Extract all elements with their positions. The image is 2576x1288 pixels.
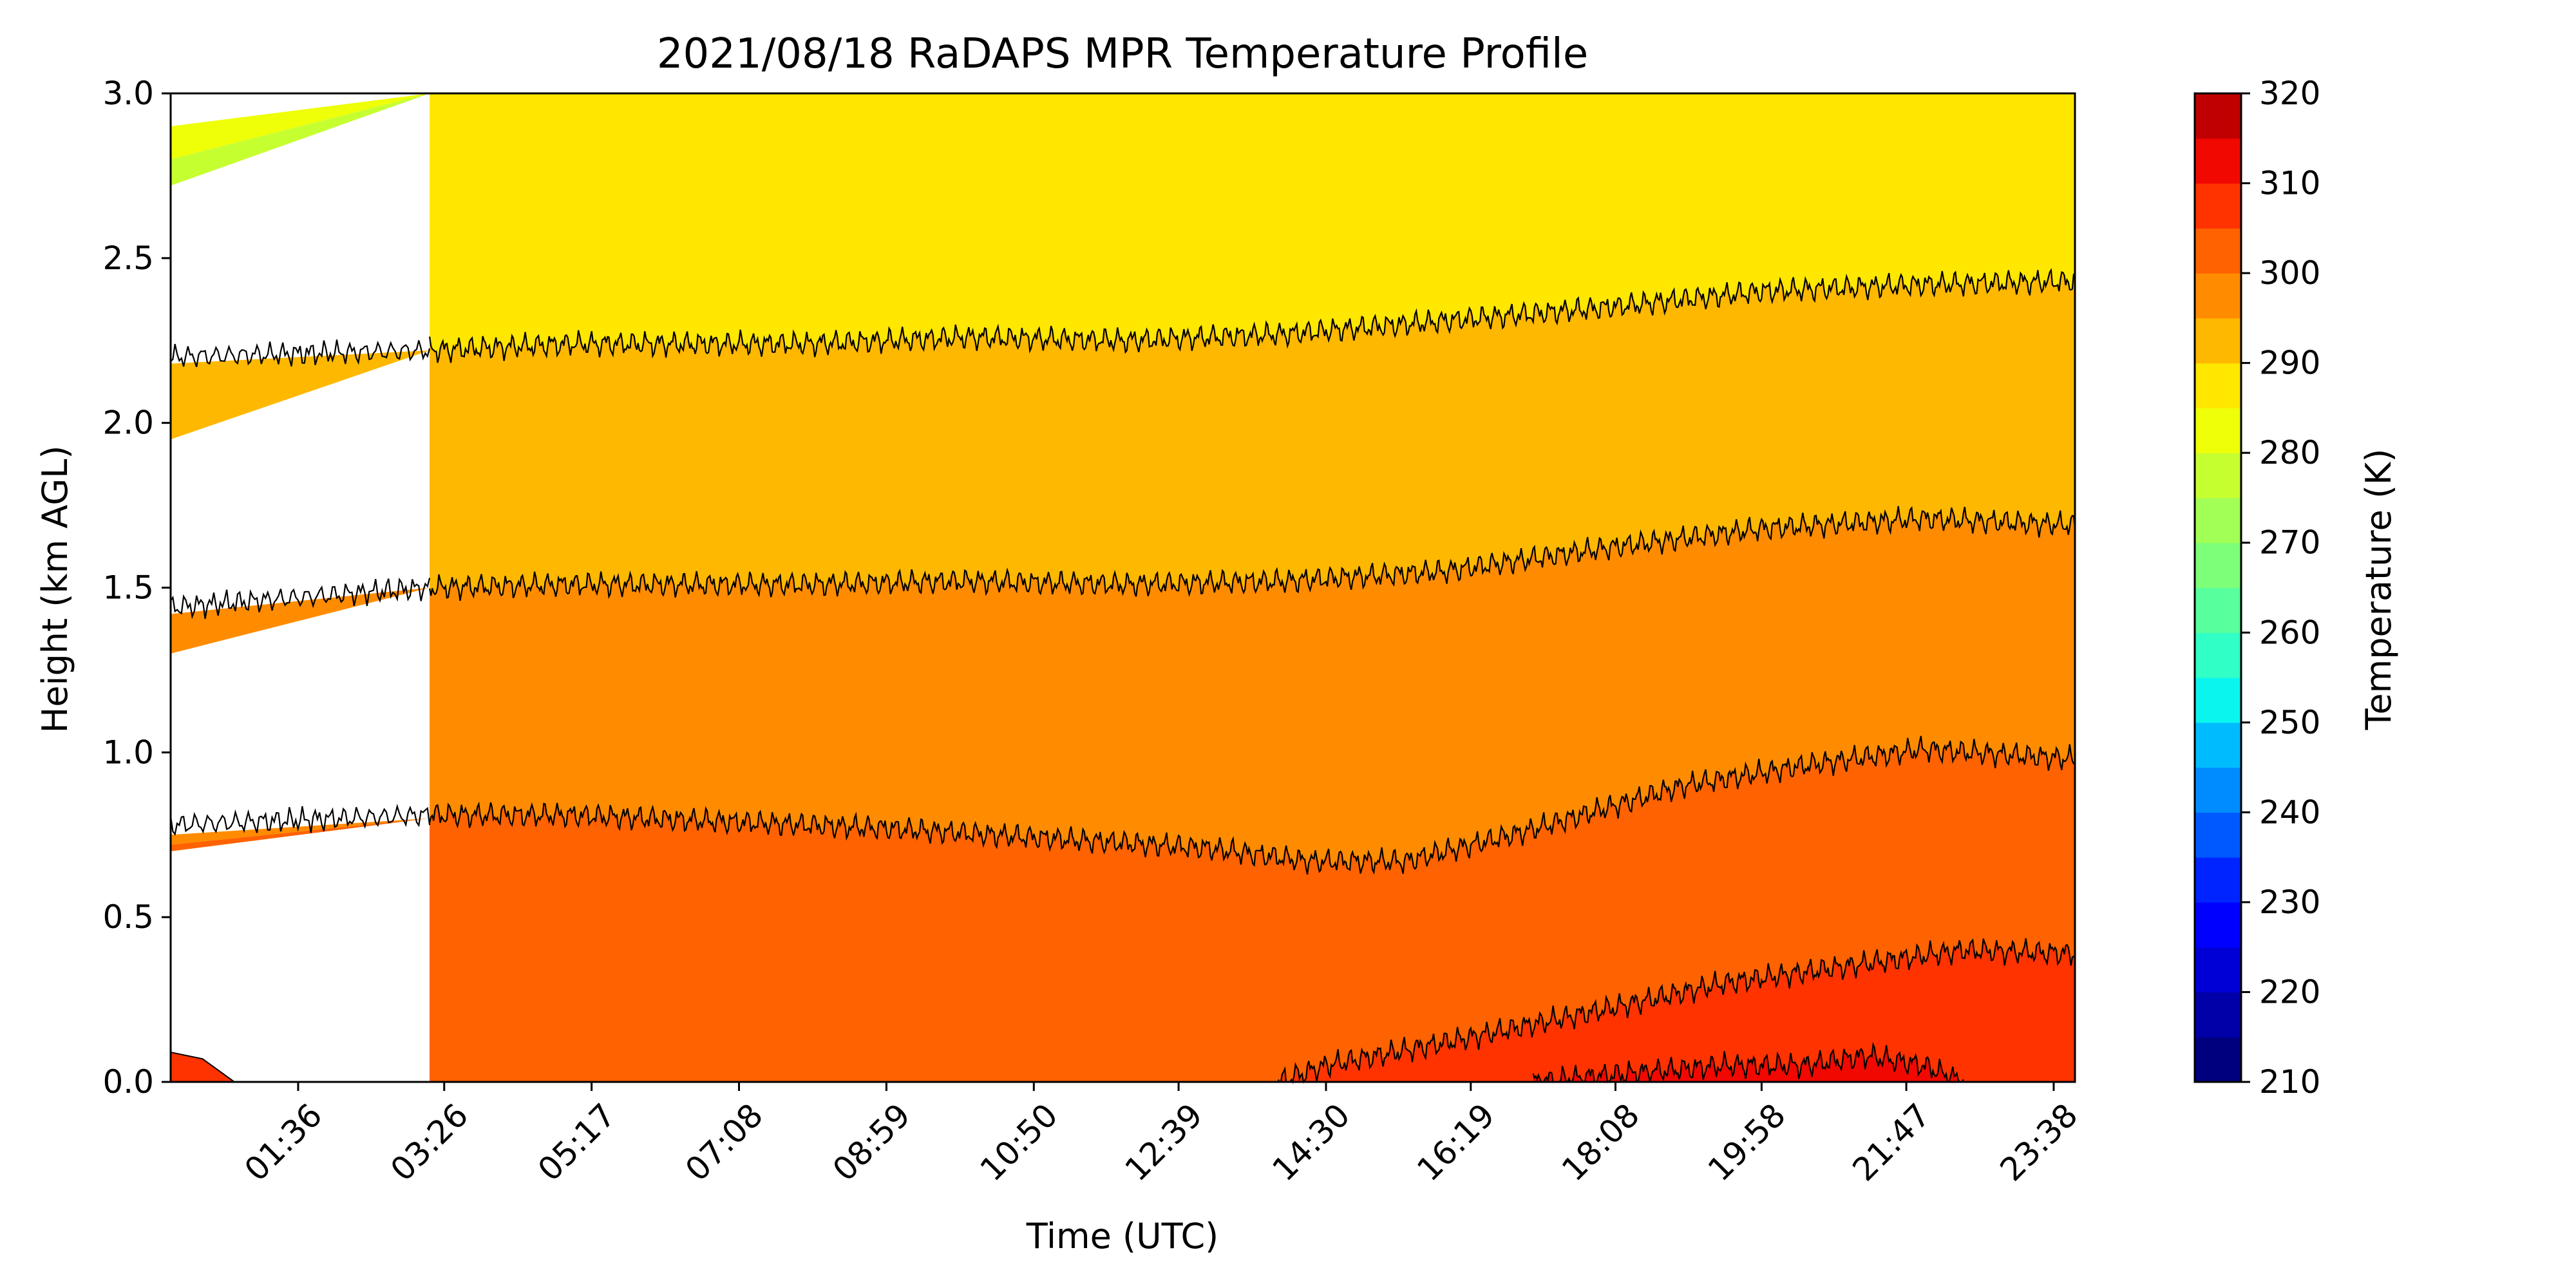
colorbar: 210 220 230 240 250 260 270 280 290 300 310 320 xyxy=(2193,75,2320,1101)
colorbar-swatch xyxy=(2195,767,2241,813)
colorbar-swatch xyxy=(2195,497,2241,544)
colorbar-swatch xyxy=(2195,1037,2241,1083)
gap-wedge-2 xyxy=(171,350,430,440)
colorbar-swatch xyxy=(2195,812,2241,858)
y-tick-label: 3.0 xyxy=(102,75,154,112)
y-tick-label: 2.0 xyxy=(102,404,154,442)
colorbar-swatch xyxy=(2195,857,2241,903)
colorbar-tick-label: 230 xyxy=(2259,884,2320,921)
colorbar-tick-label: 260 xyxy=(2259,614,2320,651)
pre-gap-isotherm-295K xyxy=(169,803,431,836)
colorbar-swatch xyxy=(2195,93,2241,139)
isotherm-line-295K xyxy=(429,735,2076,875)
colorbar-swatch xyxy=(2195,408,2241,453)
x-tick-label: 05:17 xyxy=(531,1096,623,1188)
y-axis-ticks: 0.0 0.5 1.0 1.5 2.0 2.5 3.0 xyxy=(102,75,171,1101)
colorbar-swatch xyxy=(2195,587,2241,633)
gap-wedge-1 xyxy=(171,93,430,186)
y-axis-label: Height (km AGL) xyxy=(35,446,75,734)
x-tick-label: 18:08 xyxy=(1555,1096,1647,1188)
x-tick-label: 12:39 xyxy=(1118,1096,1210,1188)
x-tick-label: 01:36 xyxy=(238,1096,330,1188)
colorbar-swatch xyxy=(2195,363,2241,409)
chart-title: 2021/08/18 RaDAPS MPR Temperature Profil… xyxy=(657,30,1588,78)
colorbar-swatch xyxy=(2195,138,2241,184)
x-tick-label: 19:58 xyxy=(1701,1096,1793,1188)
surface-warm-patch xyxy=(170,1051,237,1083)
colorbar-swatch xyxy=(2195,183,2241,229)
colorbar-tick-label: 270 xyxy=(2259,524,2320,562)
x-tick-label: 14:30 xyxy=(1265,1096,1358,1188)
y-tick-label: 0.0 xyxy=(102,1063,154,1101)
colorbar-swatch xyxy=(2195,992,2241,1037)
colorbar-swatch xyxy=(2195,677,2241,723)
colorbar-swatch xyxy=(2195,453,2241,498)
isotherm-line-285K xyxy=(429,268,2076,363)
colorbar-tick-label: 280 xyxy=(2259,434,2320,471)
x-axis-ticks: 01:36 03:26 05:17 07:08 08:59 10:50 12:39 14:30… xyxy=(238,1082,2085,1188)
colorbar-tick-label: 240 xyxy=(2259,793,2320,831)
colorbar-swatch xyxy=(2195,722,2241,768)
x-tick-label: 08:59 xyxy=(826,1096,918,1188)
gap-wedge-3 xyxy=(171,587,430,654)
plot-area xyxy=(169,92,2076,1084)
x-tick-label: 21:47 xyxy=(1846,1096,1938,1188)
colorbar-tick-label: 250 xyxy=(2259,704,2320,741)
y-tick-label: 1.0 xyxy=(102,734,154,771)
colorbar-swatch xyxy=(2195,632,2241,678)
colorbar-swatch xyxy=(2195,542,2241,589)
isotherm-line-300K xyxy=(1277,938,2076,1084)
x-tick-label: 03:26 xyxy=(383,1096,475,1188)
colorbar-swatch xyxy=(2195,947,2241,993)
y-tick-label: 0.5 xyxy=(102,898,154,936)
colorbar-swatch xyxy=(2195,273,2241,319)
x-tick-label: 07:08 xyxy=(678,1096,770,1188)
y-tick-label: 1.5 xyxy=(102,569,154,607)
pre-gap-isotherm-290K xyxy=(170,577,431,620)
colorbar-tick-label: 320 xyxy=(2259,75,2320,112)
isotherm-line-305K xyxy=(1532,1041,1964,1083)
colorbar-tick-label: 220 xyxy=(2259,973,2320,1010)
colorbar-frame xyxy=(2193,92,2242,1083)
y-tick-label: 2.5 xyxy=(102,240,154,277)
colorbar-tick-label: 310 xyxy=(2259,165,2320,202)
x-axis-label: Time (UTC) xyxy=(1026,1216,1219,1256)
isotherm-line-290K xyxy=(429,506,2076,601)
colorbar-label: Temperature (K) xyxy=(2358,449,2399,731)
colorbar-tick-label: 300 xyxy=(2259,254,2320,292)
x-tick-label: 10:50 xyxy=(973,1096,1065,1188)
colorbar-tick-label: 210 xyxy=(2259,1063,2320,1101)
colorbar-tick-label: 290 xyxy=(2259,345,2320,382)
pre-gap-isotherm-285K xyxy=(170,339,431,368)
x-tick-label: 23:38 xyxy=(1993,1096,2085,1188)
colorbar-swatch xyxy=(2195,902,2241,948)
x-tick-label: 16:19 xyxy=(1410,1096,1502,1188)
colorbar-swatch xyxy=(2195,228,2241,274)
colorbar-swatch xyxy=(2195,317,2241,364)
